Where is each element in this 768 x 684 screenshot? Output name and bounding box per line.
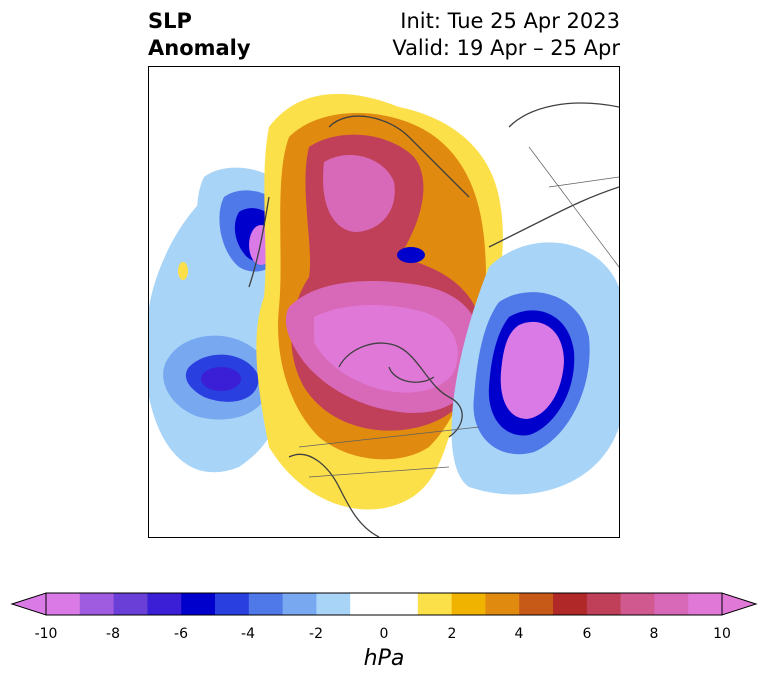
- colorbar-bin: [350, 593, 385, 615]
- map-title: SLP Anomaly: [148, 8, 251, 62]
- colorbar-bin: [384, 593, 419, 615]
- anomaly-pos-peak: [314, 305, 458, 393]
- colorbar-bin: [519, 593, 554, 615]
- colorbar-bin: [46, 593, 81, 615]
- map-dates: Init: Tue 25 Apr 2023 Valid: 19 Apr – 25…: [392, 8, 620, 62]
- colorbar-tick-label: 6: [582, 626, 592, 642]
- colorbar-tick-label: 8: [649, 626, 659, 642]
- colorbar-bin: [485, 593, 520, 615]
- colorbar-unit: hPa: [363, 646, 405, 671]
- colorbar-tick-label: -2: [309, 626, 323, 642]
- colorbar-bin: [417, 593, 453, 615]
- title-variable: SLP: [148, 9, 192, 33]
- anomaly-neg-core-sw: [201, 367, 241, 391]
- slp-anomaly-map: [148, 66, 620, 538]
- colorbar-tick-label: -4: [241, 626, 255, 642]
- colorbar: [10, 592, 758, 616]
- colorbar-bin: [654, 593, 689, 615]
- colorbar-tick-label: 10: [713, 626, 731, 642]
- colorbar-tick-label: 0: [379, 626, 389, 642]
- colorbar-bin: [553, 593, 588, 615]
- colorbar-bin: [620, 593, 655, 615]
- colorbar-segments: [46, 593, 723, 615]
- valid-range: Valid: 19 Apr – 25 Apr: [392, 36, 620, 60]
- colorbar-tick-label: -10: [34, 626, 58, 642]
- colorbar-bin: [282, 593, 317, 615]
- country-borders: [298, 146, 619, 478]
- colorbar-tick-label: 2: [447, 626, 457, 642]
- title-field: Anomaly: [148, 36, 251, 60]
- anomaly-yellow-dot: [178, 262, 188, 280]
- coastlines: [248, 102, 619, 537]
- anomaly-arctic-low: [397, 247, 425, 263]
- colorbar-tick-label: -8: [106, 626, 120, 642]
- colorbar-extend-left: [10, 592, 47, 616]
- colorbar-tick-label: 4: [514, 626, 524, 642]
- colorbar-bin: [586, 593, 622, 615]
- colorbar-bin: [215, 593, 250, 615]
- colorbar-extend-right: [721, 592, 758, 616]
- colorbar-bin: [113, 593, 148, 615]
- colorbar-bin: [316, 593, 351, 615]
- colorbar-bin: [688, 593, 723, 615]
- colorbar-bin: [451, 593, 486, 615]
- colorbar-bin: [181, 593, 216, 615]
- init-date: Init: Tue 25 Apr 2023: [400, 9, 620, 33]
- colorbar-tick-label: -6: [174, 626, 188, 642]
- colorbar-bin: [248, 593, 284, 615]
- anomaly-pos-core-arctic: [323, 154, 395, 232]
- colorbar-outline: [45, 592, 723, 616]
- colorbar-bin: [79, 593, 115, 615]
- anomaly-field: [149, 93, 619, 537]
- anomaly-atl-low-core: [500, 321, 564, 419]
- colorbar-bin: [147, 593, 182, 615]
